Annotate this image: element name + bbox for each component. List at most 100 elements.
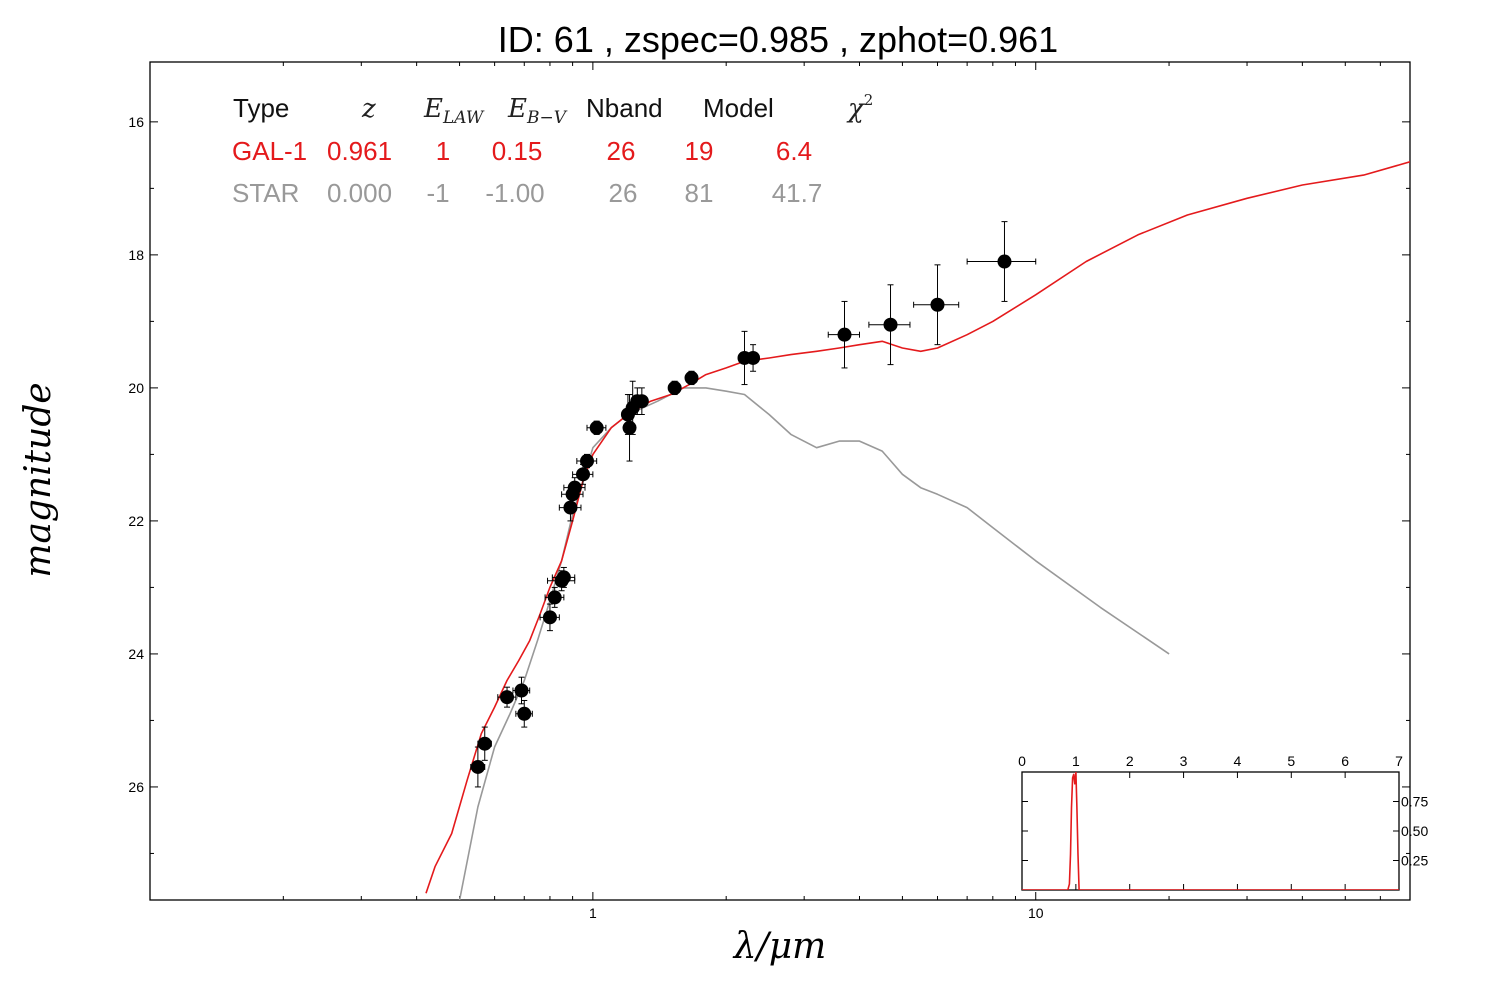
y-tick-label: 20 xyxy=(128,380,144,396)
x-axis-label: λ/μm xyxy=(732,926,826,967)
photometry-marker xyxy=(667,380,682,395)
photometry-marker xyxy=(514,683,529,698)
header-ebv: EB−V xyxy=(507,94,568,128)
photometry-marker xyxy=(556,570,571,585)
photometry-marker xyxy=(563,500,578,515)
photometry-point xyxy=(539,603,560,632)
photometry-marker xyxy=(477,736,492,751)
photometry-marker xyxy=(567,480,582,495)
photometry-marker xyxy=(883,317,898,332)
main-plot-frame xyxy=(149,61,1411,901)
inset-x-tick-label: 6 xyxy=(1341,753,1349,769)
photometry-point xyxy=(563,477,586,499)
header-model: Model xyxy=(703,93,774,123)
fit-table-row-star: STAR 0.000 -1 -1.00 26 81 41.7 xyxy=(232,178,822,208)
inset-x-tick-label: 3 xyxy=(1180,753,1188,769)
photometry-point xyxy=(544,586,565,608)
header-elaw-base: E xyxy=(423,94,443,124)
gal-chi2: 6.4 xyxy=(776,136,812,166)
photometry-point xyxy=(572,463,594,485)
star-template-line xyxy=(458,387,1170,900)
y-tick-label: 18 xyxy=(128,247,144,263)
photometry-point xyxy=(576,453,598,469)
photometry-marker xyxy=(547,590,562,605)
y-tick-label: 24 xyxy=(128,646,144,662)
y-tick-label: 26 xyxy=(128,779,144,795)
photometry-marker xyxy=(746,350,761,365)
header-elaw-sub: LAW xyxy=(442,108,485,128)
inset-y-tick-label: 0.50 xyxy=(1401,823,1428,839)
photometry-marker xyxy=(837,327,852,342)
star-chi2: 41.7 xyxy=(772,178,823,208)
inset-plot-frame xyxy=(1021,771,1400,891)
chart-title: ID: 61 , zspec=0.985 , zphot=0.961 xyxy=(498,19,1058,60)
photometry-point xyxy=(634,387,649,415)
y-axis-label: magnitude xyxy=(18,382,59,577)
photometry-marker xyxy=(634,394,649,409)
photometry-point xyxy=(586,420,607,435)
photometry-point xyxy=(515,699,533,728)
photometry-point xyxy=(827,300,860,369)
main-points xyxy=(470,221,1037,788)
photometry-point xyxy=(684,370,699,386)
fit-table-row-galaxy: GAL-1 0.961 1 0.15 26 19 6.4 xyxy=(232,136,812,166)
galaxy-template-line xyxy=(425,161,1410,894)
gal-type: GAL-1 xyxy=(232,136,307,166)
y-tick-label: 16 xyxy=(128,114,144,130)
pdz-line xyxy=(1022,772,1399,890)
inset-y-tick-label: 0.25 xyxy=(1401,853,1428,869)
y-tick-label: 22 xyxy=(128,513,144,529)
photometry-marker xyxy=(622,420,637,435)
inset-x-tick-label: 5 xyxy=(1287,753,1295,769)
x-tick-label: 10 xyxy=(1028,905,1044,921)
header-z: z xyxy=(361,94,376,124)
header-chi2: χ2 xyxy=(846,91,873,124)
star-nband: 26 xyxy=(609,178,638,208)
photometry-marker xyxy=(500,690,515,705)
photometry-point xyxy=(746,344,761,372)
photometry-point xyxy=(868,284,911,366)
star-z: 0.000 xyxy=(327,178,392,208)
inset-x-tick-label: 7 xyxy=(1395,753,1403,769)
photometry-point xyxy=(477,726,492,761)
photometry-marker xyxy=(580,454,595,469)
star-ebv: -1.00 xyxy=(485,178,544,208)
inset-x-tick-label: 4 xyxy=(1234,753,1242,769)
fit-table-header: Type z ELAW EB−V Nband Model χ2 xyxy=(233,91,873,128)
header-chi2-sup: 2 xyxy=(864,91,874,109)
header-nband: Nband xyxy=(586,93,663,123)
photometry-point xyxy=(551,566,576,588)
photometry-marker xyxy=(470,759,485,774)
photometry-point xyxy=(497,686,517,708)
main-series xyxy=(425,161,1410,900)
inset-x-tick-label: 0 xyxy=(1018,753,1026,769)
fit-table: Type z ELAW EB−V Nband Model χ2 GAL-1 0.… xyxy=(232,91,873,208)
photometry-marker xyxy=(997,254,1012,269)
photometry-point xyxy=(512,676,531,705)
photometry-marker xyxy=(517,706,532,721)
photometry-point xyxy=(913,264,960,346)
photometry-point xyxy=(966,221,1037,302)
star-model: 81 xyxy=(685,178,714,208)
photometry-marker xyxy=(589,420,604,435)
gal-model: 19 xyxy=(685,136,714,166)
header-ebv-base: E xyxy=(507,94,527,124)
photometry-marker xyxy=(684,370,699,385)
photometry-marker xyxy=(576,467,591,482)
gal-elaw: 1 xyxy=(436,136,450,166)
inset-ticks: 0 1 2 3 4 5 6 7 0.25 0.50 0.75 xyxy=(1018,753,1428,890)
header-ebv-sub: B−V xyxy=(526,108,568,128)
inset-y-tick-label: 0.75 xyxy=(1401,794,1428,810)
header-elaw: ELAW xyxy=(423,94,485,128)
photometry-point xyxy=(667,380,682,396)
x-tick-label: 1 xyxy=(589,905,597,921)
inset-x-tick-label: 2 xyxy=(1126,753,1134,769)
gal-z: 0.961 xyxy=(327,136,392,166)
star-elaw: -1 xyxy=(426,178,449,208)
gal-nband: 26 xyxy=(607,136,636,166)
header-chi2-base: χ xyxy=(846,94,866,124)
photometry-marker xyxy=(930,297,945,312)
photometry-point xyxy=(625,380,640,435)
photometry-point xyxy=(470,746,486,788)
